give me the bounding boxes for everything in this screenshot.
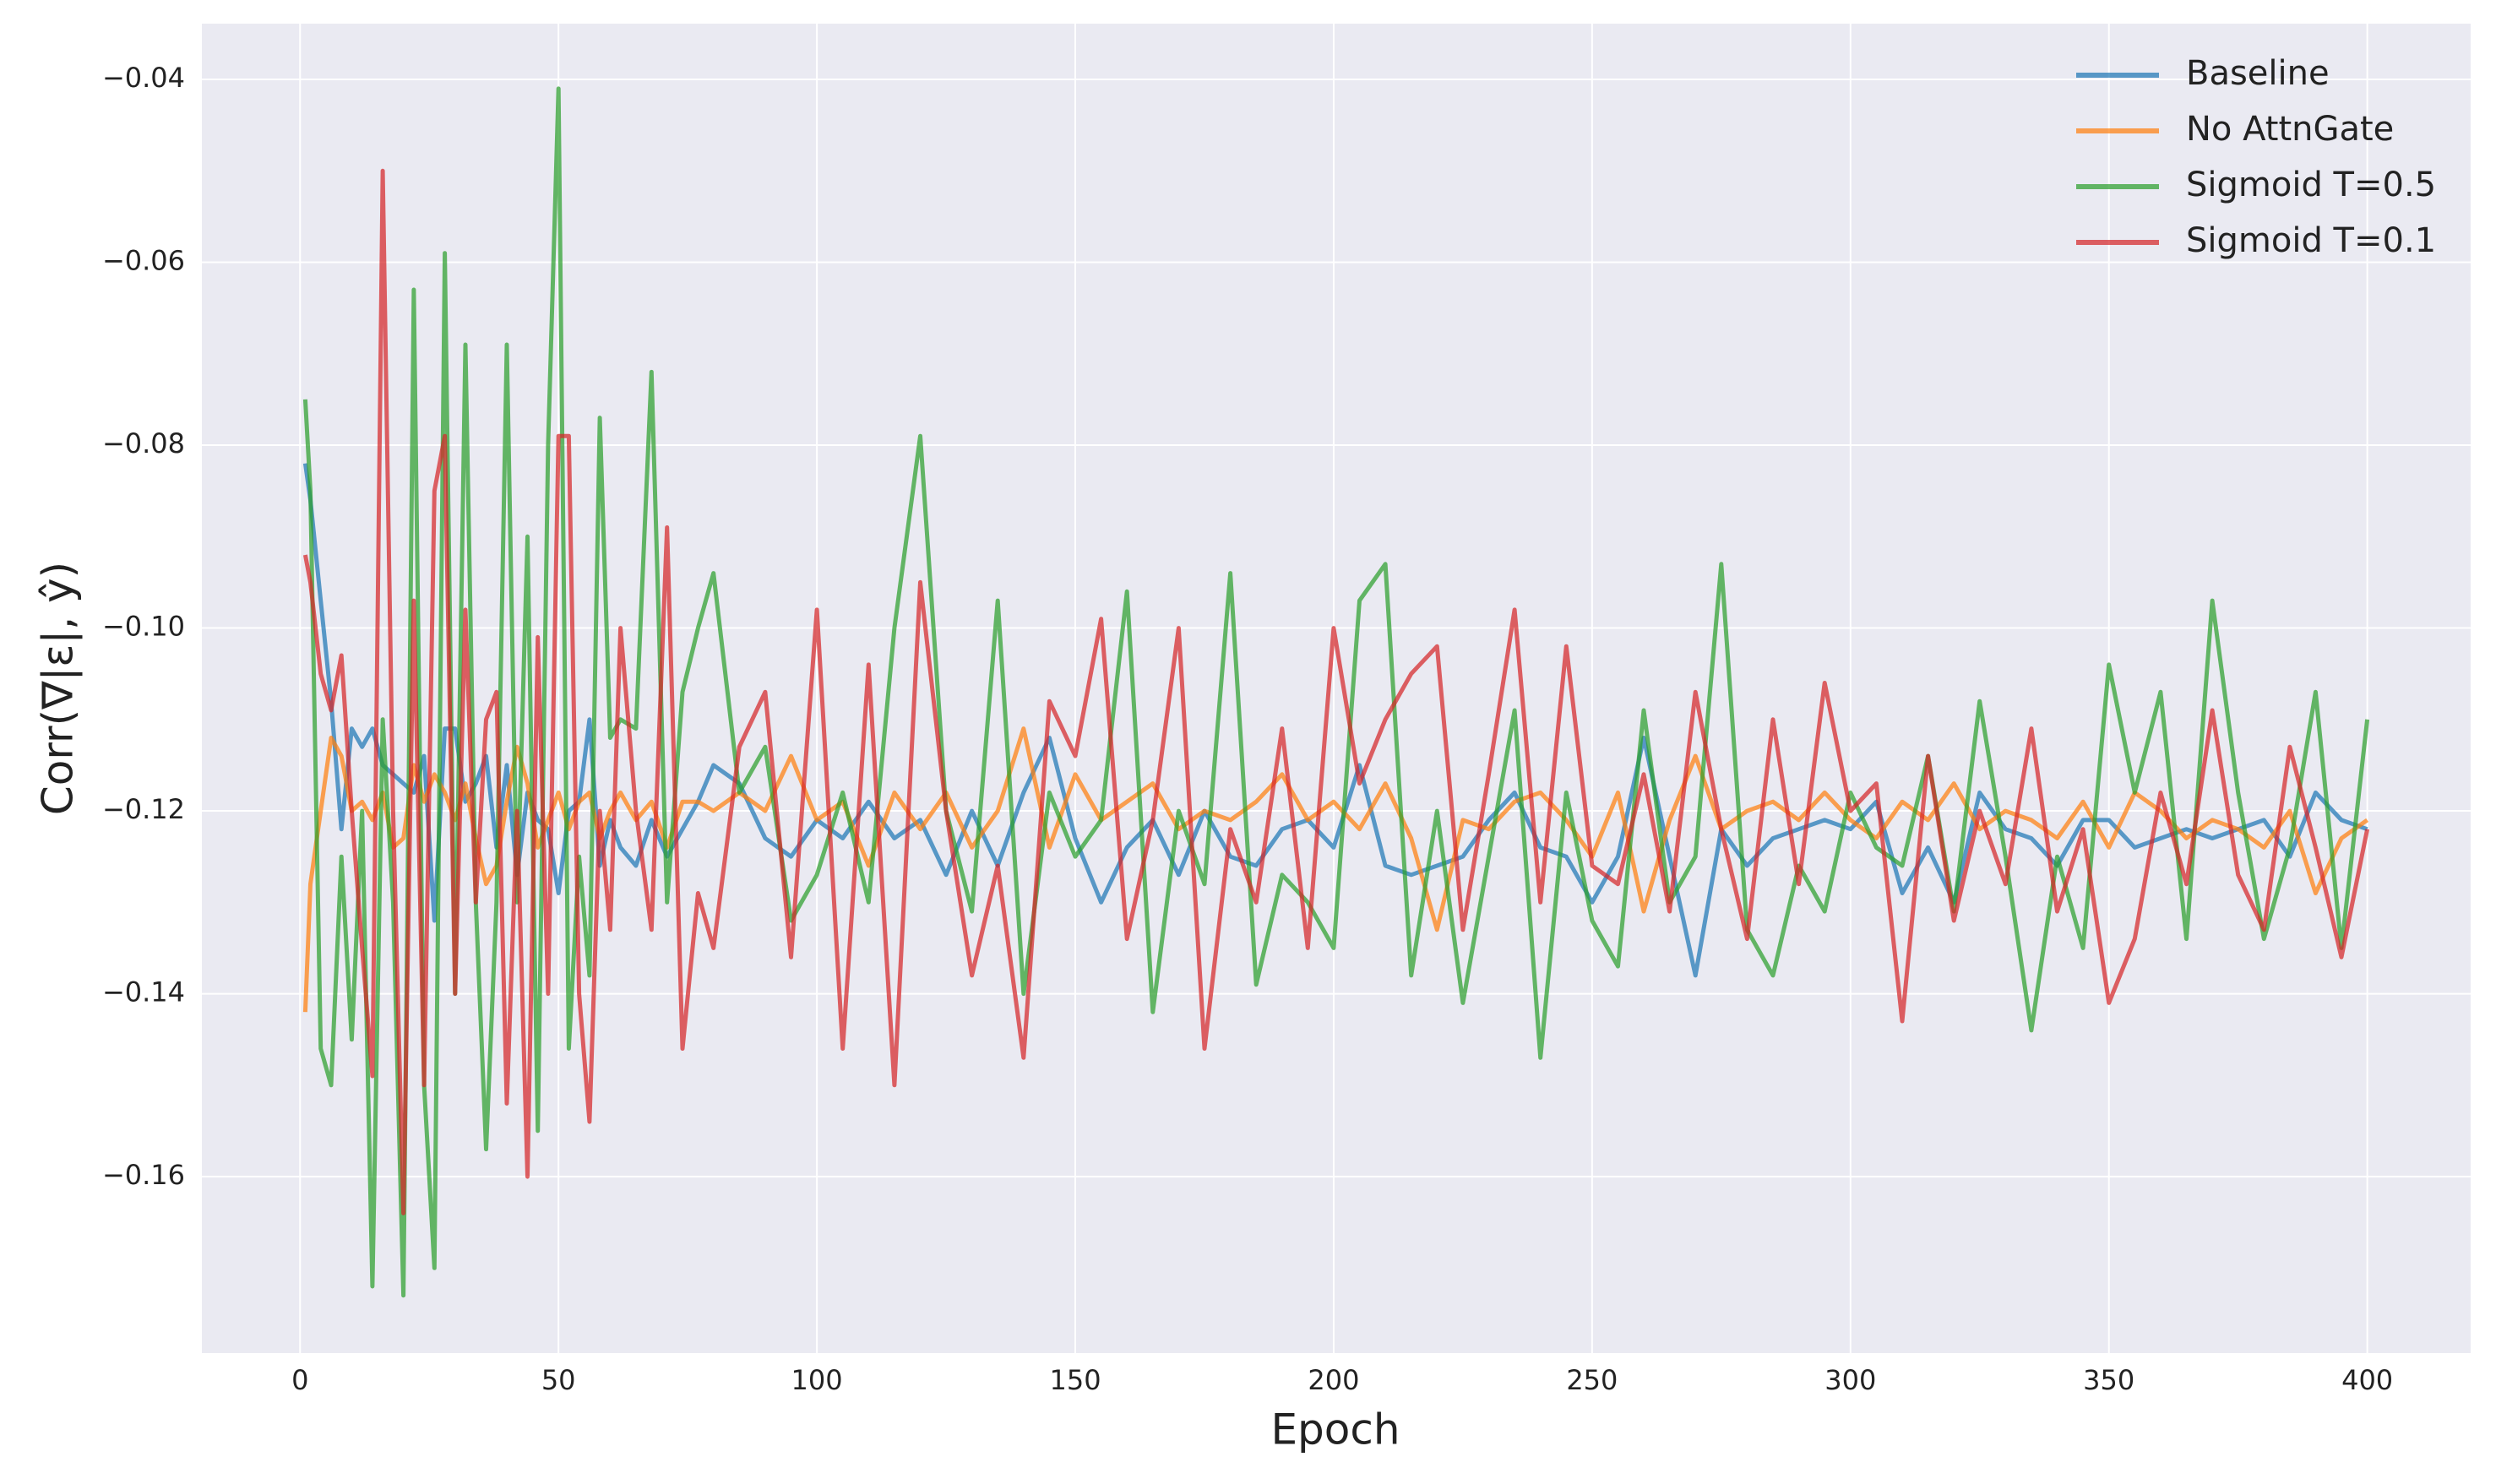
x-tick-label: 50 — [541, 1364, 576, 1396]
legend-label: Baseline — [2186, 54, 2330, 93]
x-tick-label: 400 — [2341, 1364, 2393, 1396]
y-tick-label: −0.16 — [102, 1159, 185, 1191]
y-tick-label: −0.06 — [102, 245, 185, 277]
y-tick-label: −0.12 — [102, 793, 185, 825]
y-axis-label: Corr(∇|ε|, ŷ) — [34, 562, 83, 815]
x-axis-label: Epoch — [1270, 1405, 1400, 1454]
y-tick-label: −0.10 — [102, 611, 185, 643]
x-tick-label: 200 — [1308, 1364, 1359, 1396]
x-tick-label: 350 — [2083, 1364, 2134, 1396]
y-tick-label: −0.04 — [102, 62, 185, 94]
series-line — [302, 168, 2370, 1215]
x-tick-label: 0 — [291, 1364, 308, 1396]
x-tick-label: 250 — [1566, 1364, 1618, 1396]
legend-label: Sigmoid T=0.1 — [2186, 221, 2436, 260]
plot-area — [202, 24, 2471, 1353]
y-tick-label: −0.14 — [102, 976, 185, 1008]
legend-label: Sigmoid T=0.5 — [2186, 166, 2436, 204]
y-tick-label: −0.08 — [102, 427, 185, 459]
x-tick-label: 100 — [791, 1364, 843, 1396]
x-tick-label: 300 — [1824, 1364, 1876, 1396]
x-tick-label: 150 — [1049, 1364, 1101, 1396]
legend-label: No AttnGate — [2186, 110, 2394, 149]
